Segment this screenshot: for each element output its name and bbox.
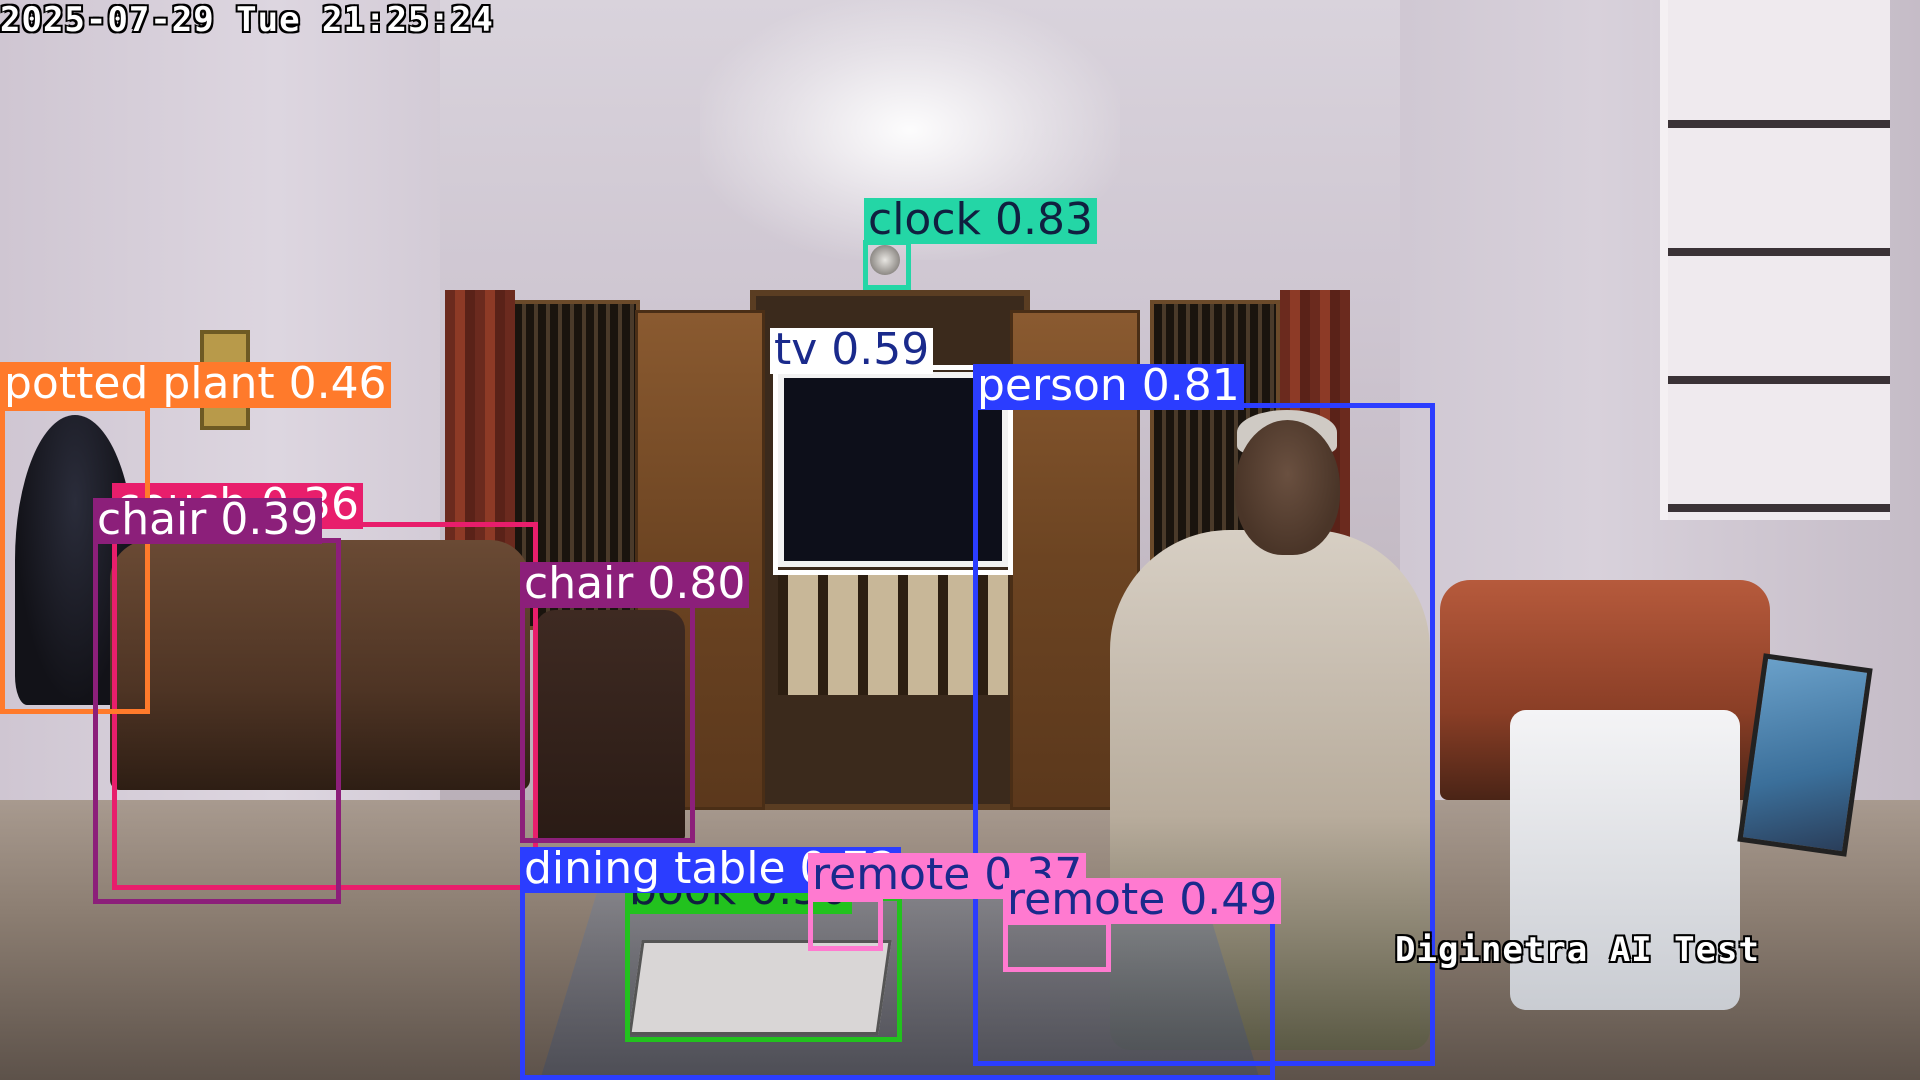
plastic-chair — [535, 610, 685, 840]
detection-box-chair-left — [93, 538, 341, 904]
detection-label-person: person 0.81 — [973, 364, 1244, 410]
detection-label-chair-center: chair 0.80 — [520, 562, 750, 608]
air-cooler — [1510, 710, 1740, 1010]
detection-label-remote-2: remote 0.49 — [1003, 878, 1282, 924]
detection-box-remote-1 — [808, 897, 883, 951]
door-lattice — [778, 575, 1008, 695]
detection-label-clock: clock 0.83 — [864, 198, 1097, 244]
timestamp-overlay: 2025-07-29 Tue 21:25:24 — [0, 0, 494, 40]
detection-box-potted-plant — [0, 406, 150, 714]
couch-left — [110, 540, 530, 790]
detection-box-remote-2 — [1003, 920, 1111, 972]
wall-shelf — [1660, 0, 1890, 520]
detection-label-tv: tv 0.59 — [770, 328, 934, 374]
person-head — [1235, 420, 1340, 555]
detection-box-chair-center — [520, 603, 695, 843]
wall-clock — [870, 245, 900, 275]
tv-screen — [778, 372, 1008, 567]
detection-label-chair-left: chair 0.39 — [93, 498, 323, 544]
detection-box-clock — [863, 240, 911, 290]
detection-label-potted-plant: potted plant 0.46 — [0, 362, 391, 408]
watermark-text: Diginetra AI Test — [1395, 930, 1760, 970]
